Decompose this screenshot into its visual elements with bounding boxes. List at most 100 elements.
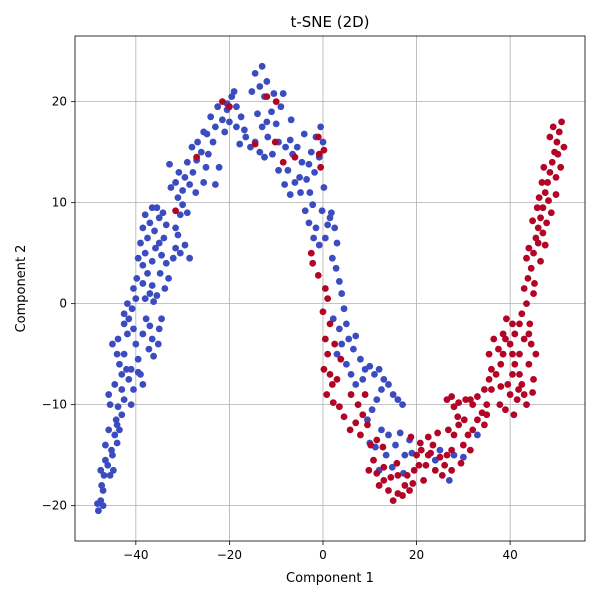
scatter-point-class-0 — [328, 209, 335, 217]
scatter-point-class-0 — [176, 211, 184, 219]
scatter-point-class-1 — [315, 150, 323, 158]
scatter-point-class-0 — [396, 429, 404, 437]
scatter-point-class-0 — [237, 113, 245, 121]
scatter-point-class-0 — [320, 184, 328, 191]
scatter-point-class-0 — [139, 381, 147, 388]
scatter-point-class-1 — [518, 381, 526, 388]
scatter-point-class-1 — [326, 370, 334, 378]
scatter-point-class-0 — [127, 365, 135, 373]
scatter-point-class-0 — [338, 340, 346, 348]
scatter-point-class-1 — [473, 416, 481, 424]
scatter-point-class-0 — [254, 110, 261, 118]
scatter-point-class-0 — [169, 254, 177, 262]
scatter-point-class-0 — [106, 471, 114, 479]
scatter-point-class-0 — [144, 269, 151, 277]
scatter-point-class-1 — [541, 189, 549, 196]
scatter-point-class-0 — [233, 103, 240, 111]
scatter-point-class-1 — [520, 285, 528, 292]
scatter-point-class-1 — [393, 459, 401, 467]
scatter-point-class-0 — [174, 231, 182, 239]
scatter-point-class-0 — [148, 282, 156, 289]
scatter-point-class-1 — [331, 340, 339, 348]
scatter-point-class-0 — [373, 396, 381, 403]
scatter-point-class-0 — [375, 365, 383, 373]
scatter-point-class-0 — [167, 184, 175, 191]
scatter-point-class-1 — [309, 259, 317, 267]
scatter-point-class-1 — [387, 473, 395, 481]
scatter-point-class-0 — [120, 310, 128, 318]
scatter-point-class-0 — [209, 138, 217, 146]
scatter-point-class-0 — [291, 179, 299, 186]
scatter-point-class-1 — [527, 264, 535, 272]
scatter-point-class-1 — [399, 492, 406, 499]
scatter-point-class-0 — [132, 295, 140, 302]
scatter-point-class-0 — [162, 259, 170, 267]
scatter-point-class-1 — [291, 153, 299, 161]
scatter-point-class-1 — [525, 244, 533, 252]
scatter-point-class-0 — [306, 189, 314, 196]
scatter-point-class-0 — [172, 224, 179, 232]
scatter-point-class-1 — [483, 401, 491, 409]
scatter-point-class-0 — [113, 350, 121, 358]
scatter-point-class-1 — [553, 138, 561, 146]
scatter-point-class-1 — [370, 456, 377, 464]
scatter-point-class-0 — [315, 241, 323, 249]
scatter-point-class-1 — [520, 391, 528, 398]
scatter-point-class-0 — [145, 345, 153, 353]
scatter-point-class-0 — [335, 278, 343, 285]
scatter-point-class-0 — [130, 285, 137, 292]
scatter-point-class-0 — [134, 254, 142, 262]
scatter-point-class-1 — [511, 330, 519, 338]
scatter-point-class-1 — [529, 217, 536, 225]
scatter-point-class-0 — [142, 315, 150, 323]
scatter-point-class-0 — [307, 148, 315, 156]
scatter-point-class-1 — [359, 411, 367, 419]
scatter-point-class-1 — [317, 163, 325, 171]
scatter-point-class-0 — [165, 275, 172, 282]
scatter-point-class-0 — [111, 381, 119, 388]
scatter-point-class-0 — [134, 368, 142, 376]
scatter-point-class-1 — [448, 466, 456, 474]
scatter-point-class-1 — [320, 146, 328, 154]
scatter-point-class-1 — [544, 179, 551, 186]
scatter-point-class-0 — [130, 386, 137, 393]
scatter-point-class-1 — [549, 123, 557, 131]
scatter-point-class-1 — [523, 254, 530, 262]
scatter-point-class-1 — [502, 315, 510, 323]
scatter-point-class-0 — [269, 150, 276, 158]
scatter-point-class-1 — [455, 421, 463, 429]
scatter-point-class-1 — [543, 219, 551, 227]
scatter-point-class-0 — [335, 325, 343, 333]
scatter-point-class-0 — [331, 224, 339, 232]
scatter-point-class-0 — [176, 249, 184, 257]
scatter-point-class-0 — [130, 325, 137, 333]
scatter-point-class-0 — [158, 251, 165, 259]
scatter-point-class-0 — [385, 431, 392, 439]
scatter-point-class-1 — [263, 93, 271, 100]
scatter-point-class-1 — [333, 376, 341, 383]
scatter-point-class-1 — [389, 497, 397, 504]
scatter-point-class-0 — [312, 224, 320, 232]
scatter-point-class-0 — [380, 376, 388, 383]
scatter-point-class-0 — [256, 83, 264, 90]
scatter-point-class-0 — [141, 249, 149, 257]
scatter-point-class-0 — [207, 113, 215, 121]
scatter-point-class-1 — [413, 451, 420, 459]
scatter-point-class-1 — [466, 446, 474, 454]
scatter-point-class-0 — [394, 396, 402, 403]
scatter-point-class-0 — [459, 453, 467, 461]
scatter-point-class-0 — [240, 126, 248, 134]
scatter-point-class-1 — [506, 391, 514, 398]
scatter-point-class-1 — [538, 179, 546, 186]
scatter-point-class-1 — [516, 370, 523, 378]
scatter-point-class-1 — [424, 433, 432, 441]
scatter-point-class-0 — [137, 239, 144, 247]
scatter-point-class-0 — [345, 335, 353, 343]
scatter-point-class-1 — [436, 453, 444, 461]
scatter-point-class-1 — [460, 416, 468, 424]
scatter-point-class-0 — [319, 138, 327, 146]
y-tick-label: 20 — [52, 95, 67, 109]
scatter-point-class-0 — [174, 194, 182, 202]
scatter-point-class-0 — [214, 103, 222, 111]
scatter-point-class-0 — [317, 123, 325, 131]
